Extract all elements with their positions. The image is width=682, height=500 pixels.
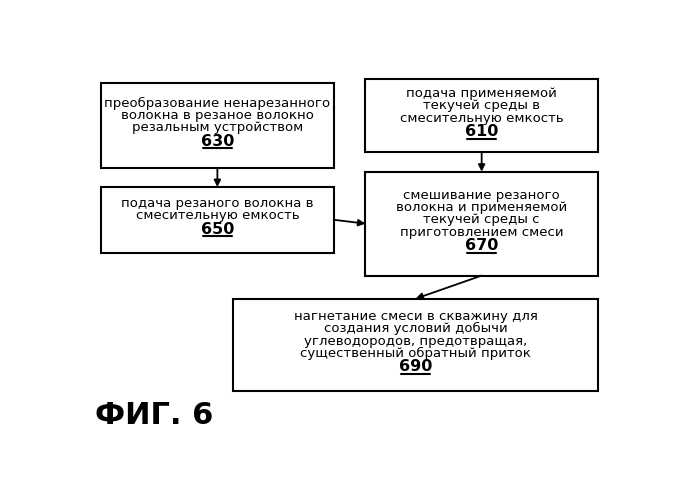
- Text: нагнетание смеси в скважину для: нагнетание смеси в скважину для: [294, 310, 537, 323]
- Text: текучей среды в: текучей среды в: [423, 100, 540, 112]
- Text: существенный обратный приток: существенный обратный приток: [300, 347, 531, 360]
- Bar: [233, 298, 598, 391]
- Text: волокна в резаное волокно: волокна в резаное волокно: [121, 109, 314, 122]
- Text: подача резаного волокна в: подача резаного волокна в: [121, 197, 314, 210]
- Text: ФИГ. 6: ФИГ. 6: [95, 400, 213, 430]
- Text: смесительную емкость: смесительную емкость: [136, 210, 299, 222]
- Text: 690: 690: [399, 360, 432, 374]
- Bar: [366, 79, 598, 152]
- Bar: [366, 172, 598, 276]
- Bar: [101, 83, 333, 168]
- Text: текучей среды с: текучей среды с: [424, 214, 540, 226]
- Text: 630: 630: [201, 134, 234, 148]
- Text: 670: 670: [465, 238, 499, 253]
- Text: 610: 610: [465, 124, 499, 139]
- Text: преобразование ненарезанного: преобразование ненарезанного: [104, 96, 331, 110]
- Text: смешивание резаного: смешивание резаного: [403, 188, 560, 202]
- Text: резальным устройством: резальным устройством: [132, 122, 303, 134]
- Bar: [101, 187, 333, 252]
- Text: волокна и применяемой: волокна и применяемой: [396, 201, 567, 214]
- Text: 650: 650: [201, 222, 234, 237]
- Text: подача применяемой: подача применяемой: [406, 87, 557, 100]
- Text: создания условий добычи: создания условий добычи: [324, 322, 507, 336]
- Text: приготовлением смеси: приготовлением смеси: [400, 226, 563, 238]
- Text: смесительную емкость: смесительную емкость: [400, 112, 563, 124]
- Text: углеводородов, предотвращая,: углеводородов, предотвращая,: [304, 334, 527, 347]
